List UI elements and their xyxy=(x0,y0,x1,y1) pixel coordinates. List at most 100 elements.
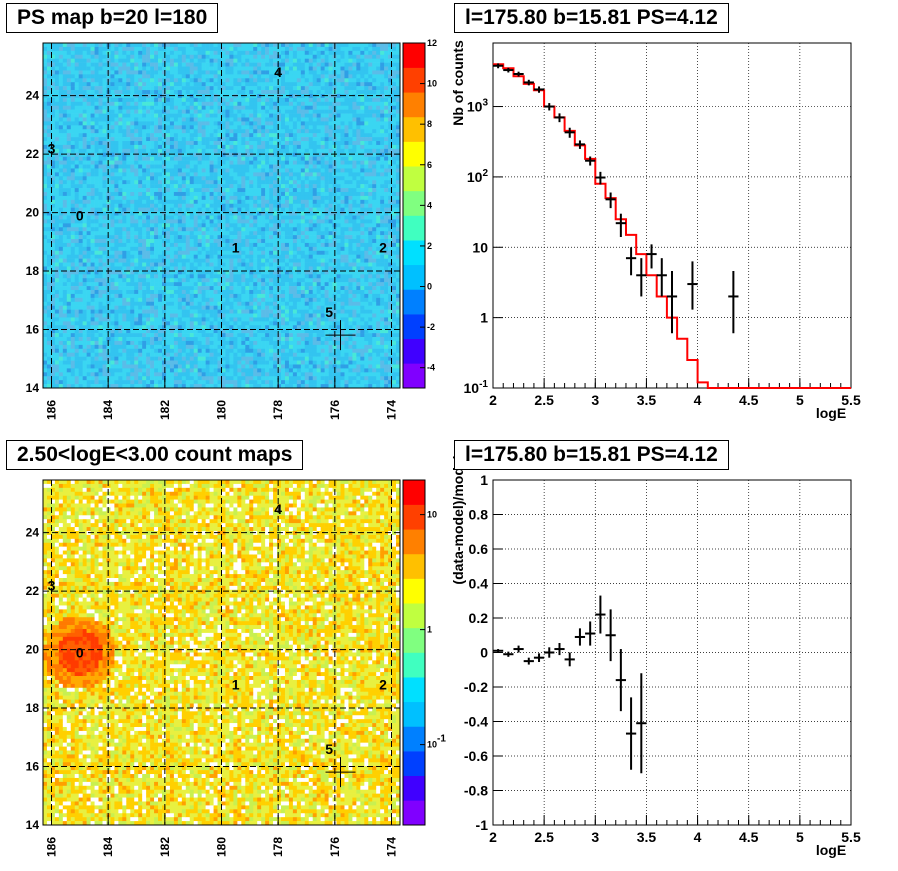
ps-map-cell xyxy=(142,384,147,389)
ps-map-cell xyxy=(162,348,167,354)
ps-map-cell xyxy=(118,297,123,303)
ps-map-cell xyxy=(78,109,83,114)
ps-map-cell xyxy=(162,329,167,334)
ps-map-cell xyxy=(150,266,155,271)
ps-map-cell xyxy=(126,133,131,138)
ps-map-cell xyxy=(173,384,179,389)
ps-map-cell xyxy=(46,105,52,110)
ps-map-cell xyxy=(78,258,83,263)
ps-map-cell xyxy=(122,97,127,103)
ps-map-cell xyxy=(229,313,234,318)
ps-map-cell xyxy=(205,329,210,334)
ps-map-cell xyxy=(225,344,230,350)
ps-map-cell xyxy=(74,384,79,389)
ps-map-cell xyxy=(130,297,135,303)
ps-map-cell xyxy=(50,58,56,63)
ps-map-cell xyxy=(102,86,107,91)
ps-map-cell xyxy=(173,195,179,201)
ps-map-cell xyxy=(193,286,198,291)
ps-map-cell xyxy=(43,199,48,205)
ps-map-cell xyxy=(90,129,95,134)
ps-map-cell xyxy=(185,235,191,240)
ps-map-cell xyxy=(110,376,115,381)
ps-map-cell xyxy=(90,250,95,255)
ps-map-cell xyxy=(177,364,183,369)
ps-map-cell xyxy=(185,305,191,310)
ps-map-cell xyxy=(86,282,91,287)
ps-map-cell xyxy=(158,58,163,63)
ps-map-cell xyxy=(245,289,250,295)
ps-map-cell xyxy=(138,384,143,389)
ps-map-cell xyxy=(185,325,191,330)
ps-map-cell xyxy=(58,82,64,87)
ps-map-cell xyxy=(221,176,226,181)
ps-map-cell xyxy=(245,66,250,71)
ps-map-cell xyxy=(130,289,135,295)
ps-map-cell xyxy=(197,360,202,365)
ps-map-cell xyxy=(118,141,123,146)
ps-map-cell xyxy=(221,148,226,154)
ps-map-cell xyxy=(193,58,198,63)
ps-map-cell xyxy=(110,364,115,369)
ps-map-cell xyxy=(146,344,151,350)
ps-map-cell xyxy=(82,356,87,361)
ps-map-cell xyxy=(241,313,246,318)
ps-map-cell xyxy=(249,270,254,275)
ps-map-cell xyxy=(261,133,266,138)
ps-map-cell xyxy=(257,54,262,59)
ps-map-cell xyxy=(78,74,83,79)
ps-map-cell xyxy=(253,356,258,361)
ps-map-cell xyxy=(253,176,258,181)
ps-map-cell xyxy=(245,282,250,287)
ps-map-cell xyxy=(50,62,56,67)
ps-map-cell xyxy=(114,376,119,381)
ps-map-cell xyxy=(233,282,238,287)
ps-map-cell xyxy=(122,344,127,350)
ps-map-cell xyxy=(90,266,95,271)
ps-map-cell xyxy=(225,82,230,87)
ps-map-cell xyxy=(162,86,167,91)
ps-map-cell xyxy=(90,211,95,216)
ps-map-cell xyxy=(165,376,171,381)
ps-map-cell xyxy=(253,148,258,154)
ps-map-cell xyxy=(62,191,68,197)
ps-map-cell xyxy=(70,195,76,201)
ps-map-cell xyxy=(134,207,139,212)
ps-map-cell xyxy=(229,305,234,310)
ps-map-cell xyxy=(118,191,123,197)
ps-map-cell xyxy=(233,199,238,205)
ps-map-cell xyxy=(62,337,68,342)
ps-map-cell xyxy=(261,66,266,71)
ps-map-cell xyxy=(94,168,99,173)
ps-map-cell xyxy=(98,180,103,185)
ps-map-cell xyxy=(142,172,147,177)
ps-map-cell xyxy=(189,348,195,354)
ps-map-cell xyxy=(193,137,198,142)
ps-map-cell xyxy=(197,329,202,334)
ps-map-cell xyxy=(86,164,91,169)
ps-map-cell xyxy=(122,113,127,118)
ps-map-cell xyxy=(205,340,210,346)
ps-map-cell xyxy=(181,282,187,287)
ps-map-cell xyxy=(193,195,198,201)
ps-map-cell xyxy=(43,360,48,365)
ps-map-cell xyxy=(122,348,127,354)
ps-map-cell xyxy=(142,368,147,373)
ps-map-cell xyxy=(245,125,250,130)
ps-map-cell xyxy=(58,54,64,59)
ps-map-cell xyxy=(162,321,167,326)
ps-map-cell xyxy=(118,54,123,59)
ps-map-cell xyxy=(134,82,139,87)
ps-map-cell xyxy=(66,329,72,334)
ps-map-cell xyxy=(154,46,159,52)
ps-map-cell xyxy=(193,305,198,310)
ps-map-cell xyxy=(253,66,258,71)
ps-map-cell xyxy=(237,199,242,205)
ps-map-cell xyxy=(233,215,238,220)
ps-map-cell xyxy=(233,97,238,103)
ps-map-cell xyxy=(126,164,131,169)
ps-map-cell xyxy=(90,86,95,91)
ps-map-cell xyxy=(221,168,226,173)
ps-map-cell xyxy=(78,50,83,56)
ps-map-cell xyxy=(130,360,135,365)
